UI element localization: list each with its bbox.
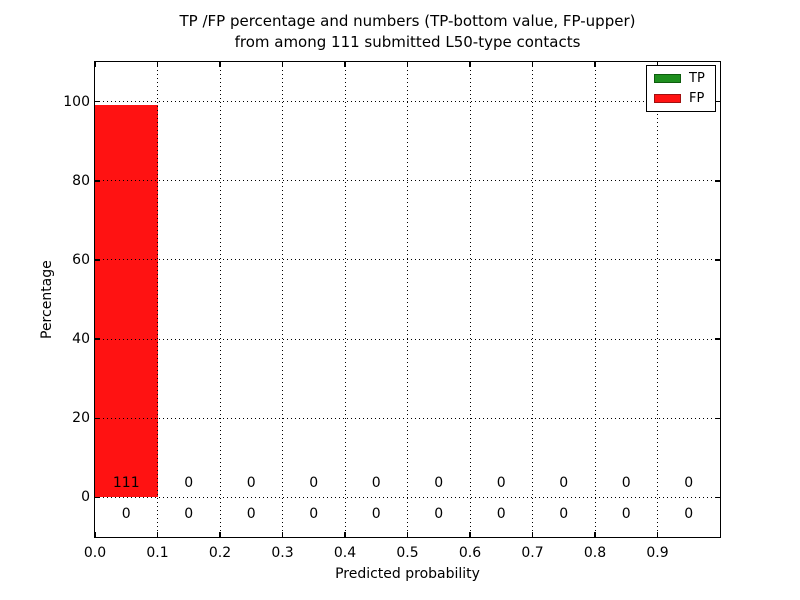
- tp-count-label: 0: [621, 506, 631, 523]
- x-tick-mark: [469, 62, 471, 67]
- y-tick-mark: [95, 417, 100, 419]
- y-tick-mark: [715, 259, 720, 261]
- x-tick-mark: [531, 62, 534, 67]
- v-gridline: [407, 62, 408, 537]
- fp-count-label: 0: [496, 475, 506, 492]
- legend-row-tp: TP: [647, 71, 715, 86]
- y-tick-mark: [715, 180, 720, 182]
- legend-row-fp: FP: [647, 91, 715, 106]
- x-tick-mark: [531, 532, 534, 537]
- chart-title-line2: from among 111 submitted L50-type contac…: [234, 33, 581, 51]
- x-tick-label: 0.3: [271, 545, 294, 561]
- x-tick-mark: [406, 62, 409, 67]
- x-tick-mark: [281, 62, 284, 67]
- y-tick-label: 0: [81, 489, 90, 506]
- fp-count-label: 0: [184, 475, 194, 492]
- x-tick-label: 0.4: [333, 545, 357, 561]
- x-tick-mark: [344, 62, 346, 67]
- y-tick-mark: [715, 338, 720, 340]
- x-tick-mark: [594, 62, 596, 67]
- tp-count-label: 0: [684, 506, 694, 523]
- x-tick-mark: [656, 62, 659, 67]
- y-tick-mark: [95, 496, 100, 499]
- legend: TP FP: [646, 65, 716, 112]
- fp-count-label: 0: [371, 475, 381, 492]
- y-tick-label: 20: [72, 410, 90, 427]
- v-gridline: [219, 62, 221, 537]
- fp-count-label: 0: [309, 475, 319, 492]
- x-tick-mark: [406, 532, 409, 537]
- chart-title: TP /FP percentage and numbers (TP-bottom…: [95, 11, 720, 53]
- y-tick-label: 40: [72, 331, 90, 348]
- plot-area: TP FP 111 0 0 0 0 0 0 0 0 0 0 0 0 0 0 0 0 0 0 0: [94, 61, 721, 538]
- fp-swatch-icon: [654, 94, 681, 103]
- v-gridline: [469, 62, 471, 537]
- x-tick-mark: [95, 532, 96, 537]
- tp-count-label: 0: [496, 506, 506, 523]
- x-axis-label: Predicted probability: [335, 566, 480, 582]
- tp-count-label: 0: [434, 506, 444, 523]
- tp-count-label: 0: [309, 506, 319, 523]
- fp-count-label: 0: [434, 475, 444, 492]
- x-tick-mark: [219, 62, 221, 67]
- v-gridline: [157, 62, 158, 537]
- fp-count-label: 0: [559, 475, 569, 492]
- y-tick-label: 80: [72, 172, 90, 189]
- legend-label-tp: TP: [689, 71, 705, 86]
- x-tick-mark: [156, 532, 159, 537]
- y-tick-mark: [715, 100, 720, 103]
- x-tick-label: 0.2: [208, 545, 232, 561]
- y-tick-mark: [95, 338, 100, 340]
- y-tick-label: 100: [63, 93, 90, 110]
- v-gridline: [532, 62, 533, 537]
- bar-fp: [95, 105, 158, 498]
- y-tick-mark: [95, 100, 100, 103]
- fp-count-label: 0: [246, 475, 256, 492]
- y-tick-mark: [715, 417, 720, 419]
- y-axis-label: Percentage: [39, 260, 55, 339]
- x-tick-label: 0.1: [146, 545, 169, 561]
- x-tick-label: 0.6: [458, 545, 482, 561]
- x-tick-mark: [344, 532, 346, 537]
- legend-label-fp: FP: [689, 91, 705, 106]
- tp-count-label: 0: [121, 506, 131, 523]
- y-tick-mark: [715, 496, 720, 499]
- tp-count-label: 0: [371, 506, 381, 523]
- fp-count-label: 111: [112, 475, 140, 492]
- tp-count-label: 0: [184, 506, 194, 523]
- y-tick-mark: [95, 180, 100, 182]
- v-gridline: [344, 62, 346, 537]
- x-tick-mark: [594, 532, 596, 537]
- v-gridline: [594, 62, 596, 537]
- x-tick-label: 0.7: [521, 545, 544, 561]
- fp-count-label: 0: [684, 475, 694, 492]
- tp-swatch-icon: [654, 74, 681, 83]
- v-gridline: [282, 62, 283, 537]
- x-tick-label: 0.8: [583, 545, 607, 561]
- v-gridline: [657, 62, 658, 537]
- x-tick-mark: [156, 62, 159, 67]
- x-tick-mark: [95, 62, 96, 67]
- x-tick-mark: [219, 532, 221, 537]
- x-tick-label: 0.0: [83, 545, 107, 561]
- tp-count-label: 0: [246, 506, 256, 523]
- tp-count-label: 0: [559, 506, 569, 523]
- x-tick-label: 0.9: [646, 545, 669, 561]
- x-tick-mark: [469, 532, 471, 537]
- chart-title-line1: TP /FP percentage and numbers (TP-bottom…: [179, 12, 636, 30]
- x-tick-mark: [281, 532, 284, 537]
- y-tick-label: 60: [72, 251, 90, 268]
- x-tick-mark: [656, 532, 659, 537]
- x-tick-label: 0.5: [396, 545, 419, 561]
- fp-count-label: 0: [621, 475, 631, 492]
- y-tick-mark: [95, 259, 100, 261]
